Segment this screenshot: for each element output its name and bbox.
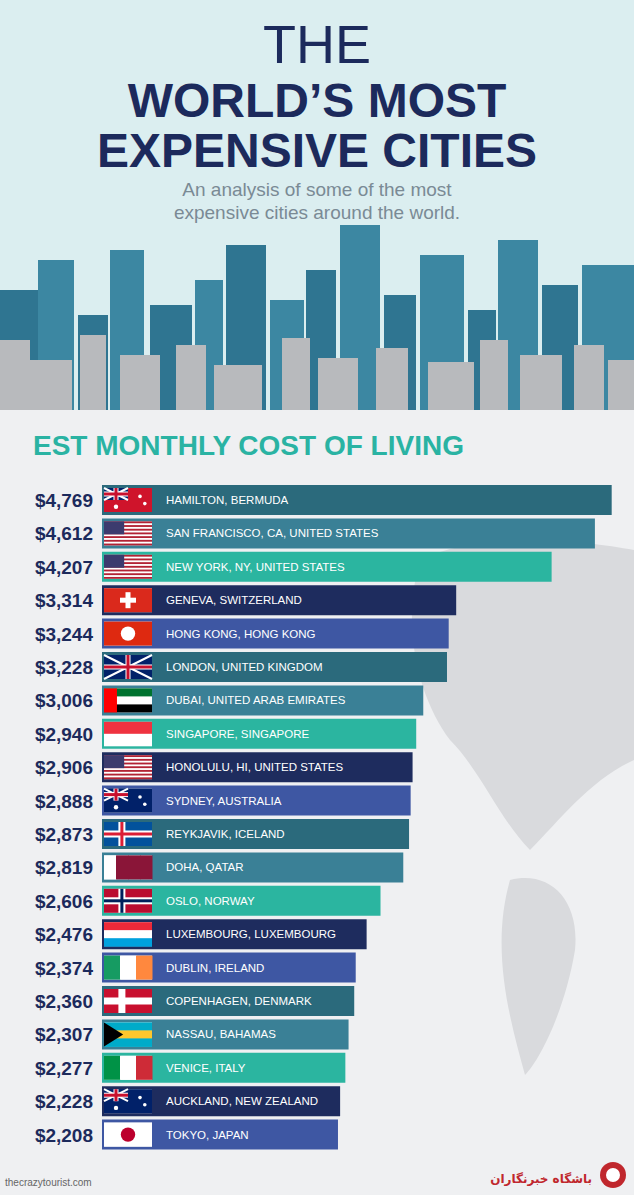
svg-text:$4,612: $4,612 bbox=[35, 523, 93, 544]
svg-text:$2,819: $2,819 bbox=[35, 857, 93, 878]
html-text:THE: THE bbox=[263, 14, 371, 74]
svg-text:$2,277: $2,277 bbox=[35, 1058, 93, 1079]
svg-text:$2,374: $2,374 bbox=[35, 958, 94, 979]
svg-text:$2,360: $2,360 bbox=[35, 991, 93, 1012]
svg-text:$3,244: $3,244 bbox=[35, 624, 94, 645]
svg-text:LUXEMBOURG, LUXEMBOURG: LUXEMBOURG, LUXEMBOURG bbox=[166, 928, 336, 940]
svg-text:SYDNEY, AUSTRALIA: SYDNEY, AUSTRALIA bbox=[166, 795, 282, 807]
svg-text:HONOLULU, HI, UNITED STATES: HONOLULU, HI, UNITED STATES bbox=[166, 761, 344, 773]
svg-text:VENICE, ITALY: VENICE, ITALY bbox=[166, 1062, 246, 1074]
svg-text:NEW YORK, NY, UNITED STATES: NEW YORK, NY, UNITED STATES bbox=[166, 561, 345, 573]
html-text:باشگاه خبرنگاران: باشگاه خبرنگاران bbox=[490, 1172, 592, 1186]
svg-text:TOKYO, JAPAN: TOKYO, JAPAN bbox=[166, 1129, 249, 1141]
html-text:EST MONTHLY COST OF LIVING: EST MONTHLY COST OF LIVING bbox=[33, 430, 464, 461]
svg-text:HONG KONG, HONG KONG: HONG KONG, HONG KONG bbox=[166, 628, 316, 640]
svg-text:$4,769: $4,769 bbox=[35, 490, 93, 511]
svg-text:$2,888: $2,888 bbox=[35, 791, 93, 812]
svg-text:LONDON, UNITED KINGDOM: LONDON, UNITED KINGDOM bbox=[166, 661, 323, 673]
svg-text:$2,208: $2,208 bbox=[35, 1125, 93, 1146]
svg-text:$2,307: $2,307 bbox=[35, 1024, 93, 1045]
svg-text:DOHA, QATAR: DOHA, QATAR bbox=[166, 861, 244, 873]
svg-text:SINGAPORE, SINGAPORE: SINGAPORE, SINGAPORE bbox=[166, 728, 309, 740]
svg-text:SAN FRANCISCO, CA, UNITED STAT: SAN FRANCISCO, CA, UNITED STATES bbox=[166, 527, 379, 539]
svg-text:$3,314: $3,314 bbox=[35, 590, 94, 611]
html-text:WORLD’S MOST EXPENSIVE CITIES: WORLD’S MOST EXPENSIVE CITIES bbox=[96, 74, 538, 177]
svg-text:COPENHAGEN, DENMARK: COPENHAGEN, DENMARK bbox=[166, 995, 312, 1007]
svg-text:AUCKLAND, NEW ZEALAND: AUCKLAND, NEW ZEALAND bbox=[166, 1095, 318, 1107]
svg-text:GENEVA, SWITZERLAND: GENEVA, SWITZERLAND bbox=[166, 594, 302, 606]
svg-text:$2,906: $2,906 bbox=[35, 757, 93, 778]
svg-text:$3,006: $3,006 bbox=[35, 690, 93, 711]
svg-text:DUBLIN, IRELAND: DUBLIN, IRELAND bbox=[166, 962, 264, 974]
html-text:thecrazytourist.com: thecrazytourist.com bbox=[5, 1177, 92, 1188]
svg-text:REYKJAVIK, ICELAND: REYKJAVIK, ICELAND bbox=[166, 828, 285, 840]
html-text:An analysis of some of the mos: An analysis of some of the most expensiv… bbox=[173, 179, 461, 223]
svg-text:$4,207: $4,207 bbox=[35, 557, 93, 578]
svg-text:$2,476: $2,476 bbox=[35, 924, 93, 945]
svg-text:DUBAI, UNITED ARAB EMIRATES: DUBAI, UNITED ARAB EMIRATES bbox=[166, 694, 346, 706]
svg-text:NASSAU, BAHAMAS: NASSAU, BAHAMAS bbox=[166, 1028, 276, 1040]
svg-text:$3,228: $3,228 bbox=[35, 657, 93, 678]
svg-text:$2,606: $2,606 bbox=[35, 891, 93, 912]
svg-text:$2,873: $2,873 bbox=[35, 824, 93, 845]
svg-text:OSLO, NORWAY: OSLO, NORWAY bbox=[166, 895, 255, 907]
svg-text:$2,228: $2,228 bbox=[35, 1091, 93, 1112]
svg-text:$2,940: $2,940 bbox=[35, 724, 93, 745]
svg-text:HAMILTON, BERMUDA: HAMILTON, BERMUDA bbox=[166, 494, 289, 506]
